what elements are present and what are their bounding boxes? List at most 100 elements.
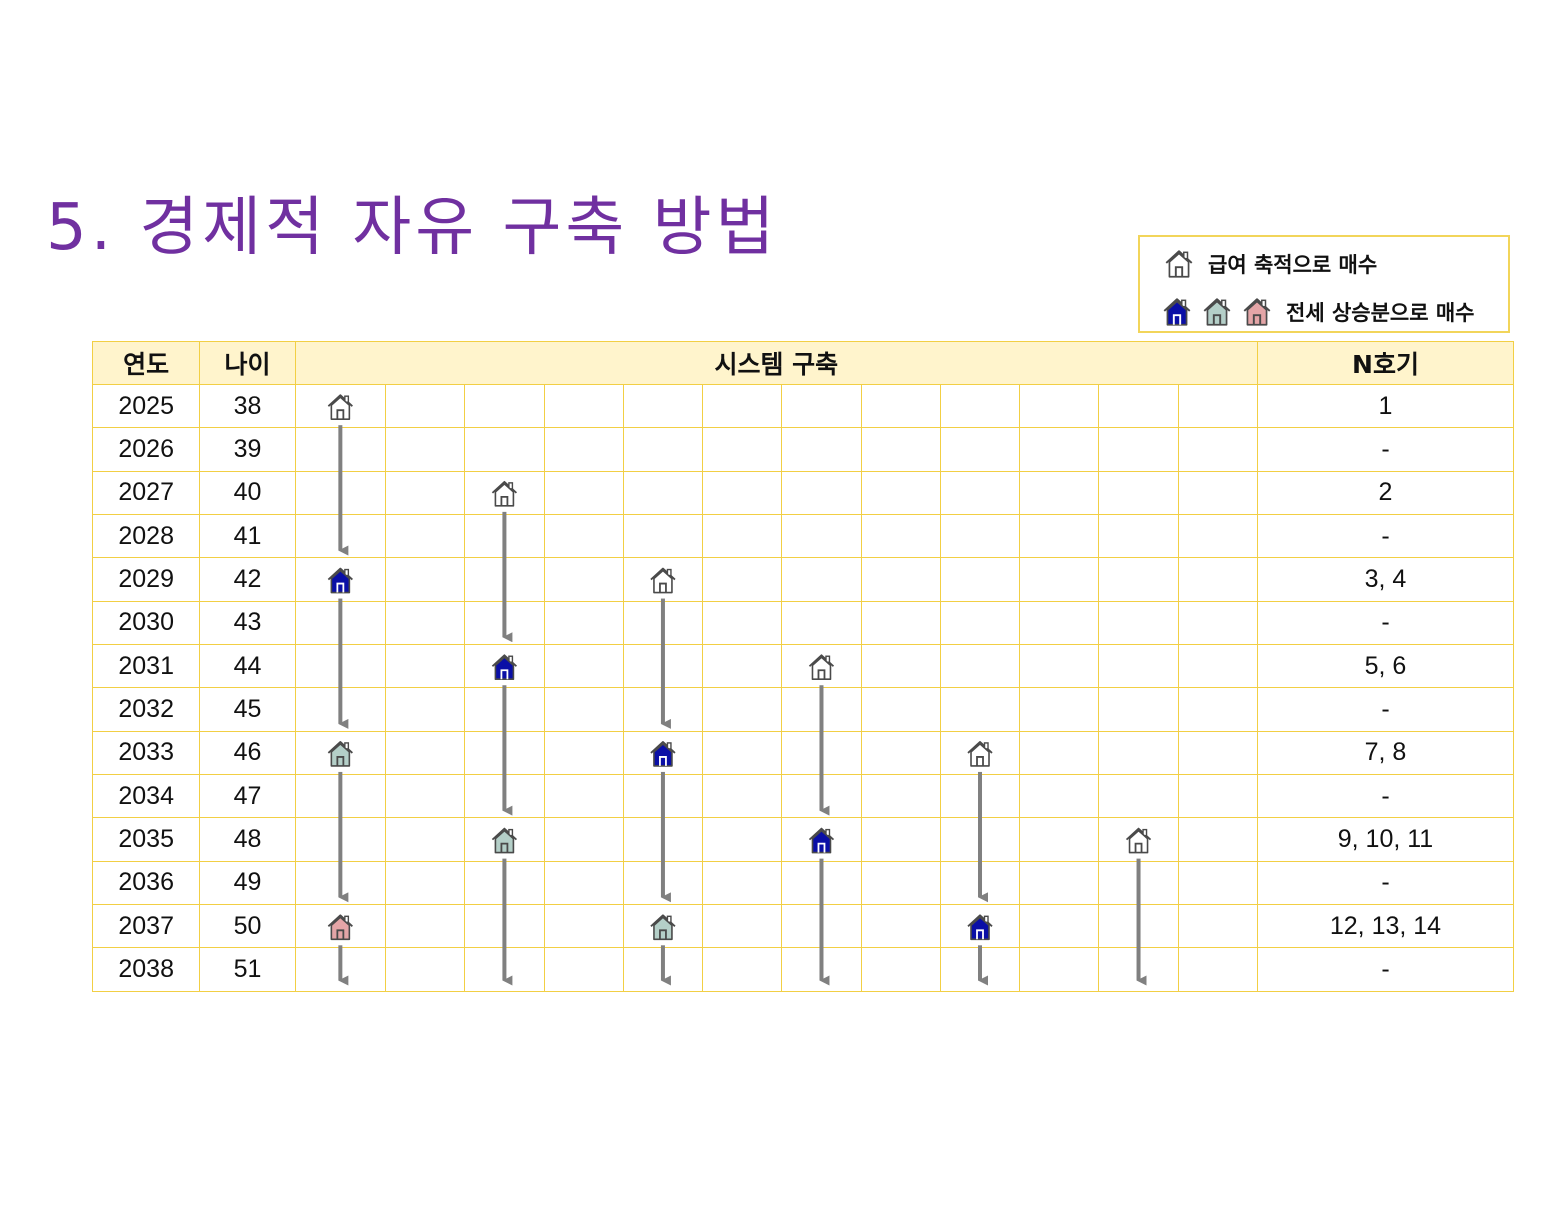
- header-age: 나이: [199, 341, 296, 385]
- system-cell: [1019, 644, 1100, 689]
- system-cell: [702, 600, 783, 646]
- age-cell: 38: [199, 383, 296, 429]
- system-cell: [622, 470, 704, 516]
- legend-item-jeonse: 전세 상승분으로 매수: [1160, 295, 1475, 329]
- system-cell: [1098, 427, 1179, 472]
- table-row: 2028 41 -: [91, 514, 1515, 559]
- system-cell: [622, 947, 704, 992]
- system-cell: [464, 904, 545, 949]
- system-cell: [1098, 383, 1179, 429]
- table-row: 2034 47 -: [91, 774, 1515, 819]
- system-cell: [1098, 904, 1179, 949]
- system-cell: [294, 557, 387, 602]
- year-cell: 2029: [91, 557, 201, 602]
- system-cell: [464, 817, 545, 862]
- system-cell: [939, 644, 1021, 689]
- system-cell: [1019, 600, 1100, 646]
- system-cell: [860, 600, 941, 646]
- system-cell: [702, 383, 783, 429]
- table-row: 2035 48 9, 10, 11: [91, 817, 1515, 862]
- system-cell: [1177, 644, 1258, 689]
- system-cell: [1098, 817, 1179, 862]
- system-cell: [385, 687, 466, 732]
- system-cell: [464, 947, 545, 992]
- system-cell: [1177, 730, 1258, 776]
- system-cell: [622, 557, 704, 602]
- system-cell: [294, 514, 387, 559]
- system-cell: [781, 644, 862, 689]
- system-cell: [385, 947, 466, 992]
- system-cell: [702, 687, 783, 732]
- system-cell: [781, 514, 862, 559]
- system-cell: [939, 383, 1021, 429]
- system-cell: [294, 774, 387, 819]
- system-cell: [464, 470, 545, 516]
- system-cell: [1098, 730, 1179, 776]
- system-cell: [543, 860, 624, 906]
- header-n: N호기: [1256, 341, 1515, 385]
- system-cell: [1098, 860, 1179, 906]
- system-cell: [939, 600, 1021, 646]
- age-cell: 48: [199, 817, 296, 862]
- system-cell: [543, 644, 624, 689]
- table-row: 2029 42 3, 4: [91, 557, 1515, 602]
- system-cell: [464, 383, 545, 429]
- system-cell: [702, 860, 783, 906]
- system-cell: [939, 860, 1021, 906]
- system-cell: [860, 774, 941, 819]
- system-cell: [385, 644, 466, 689]
- legend-jeonse-label: 전세 상승분으로 매수: [1286, 301, 1475, 325]
- system-cell: [860, 644, 941, 689]
- system-cell: [860, 817, 941, 862]
- table-body: 2025 38 1 2026 39-2027 40 2 2028 41-2029 42 3, 4 20…: [91, 383, 1515, 992]
- system-cell: [939, 470, 1021, 516]
- system-cell: [385, 514, 466, 559]
- system-cell: [385, 774, 466, 819]
- system-cell: [781, 383, 862, 429]
- system-cell: [294, 600, 387, 646]
- system-cell: [464, 557, 545, 602]
- n-count-cell: -: [1256, 860, 1515, 906]
- table-row: 2032 45 -: [91, 687, 1515, 732]
- system-cell: [543, 904, 624, 949]
- table-row: 2026 39 -: [91, 427, 1515, 472]
- table-row: 2030 43 -: [91, 600, 1515, 646]
- system-cell: [464, 427, 545, 472]
- year-cell: 2033: [91, 730, 201, 776]
- system-cell: [860, 514, 941, 559]
- system-cell: [1019, 557, 1100, 602]
- system-cell: [1177, 470, 1258, 516]
- year-cell: 2032: [91, 687, 201, 732]
- n-count-cell: -: [1256, 687, 1515, 732]
- system-cell: [622, 904, 704, 949]
- system-cell: [385, 904, 466, 949]
- age-cell: 41: [199, 514, 296, 559]
- system-cell: [1098, 947, 1179, 992]
- n-count-cell: 9, 10, 11: [1256, 817, 1515, 862]
- system-cell: [702, 730, 783, 776]
- system-cell: [294, 947, 387, 992]
- n-count-cell: -: [1256, 774, 1515, 819]
- system-cell: [702, 904, 783, 949]
- age-cell: 39: [199, 427, 296, 472]
- system-cell: [1098, 557, 1179, 602]
- n-count-cell: -: [1256, 514, 1515, 559]
- system-cell: [939, 687, 1021, 732]
- system-cell: [860, 860, 941, 906]
- system-cell: [1177, 860, 1258, 906]
- year-cell: 2025: [91, 383, 201, 429]
- system-cell: [1098, 514, 1179, 559]
- year-cell: 2034: [91, 774, 201, 819]
- page-title: 5. 경제적 자유 구축 방법: [46, 191, 779, 265]
- system-cell: [1098, 600, 1179, 646]
- system-cell: [860, 904, 941, 949]
- system-cell: [860, 947, 941, 992]
- system-cell: [543, 947, 624, 992]
- table-row: 2037 50 12, 13, 14: [91, 904, 1515, 949]
- system-cell: [1177, 817, 1258, 862]
- table-row: 2033 46 7, 8: [91, 730, 1515, 776]
- age-cell: 51: [199, 947, 296, 992]
- system-cell: [939, 730, 1021, 776]
- system-cell: [702, 427, 783, 472]
- system-cell: [1019, 687, 1100, 732]
